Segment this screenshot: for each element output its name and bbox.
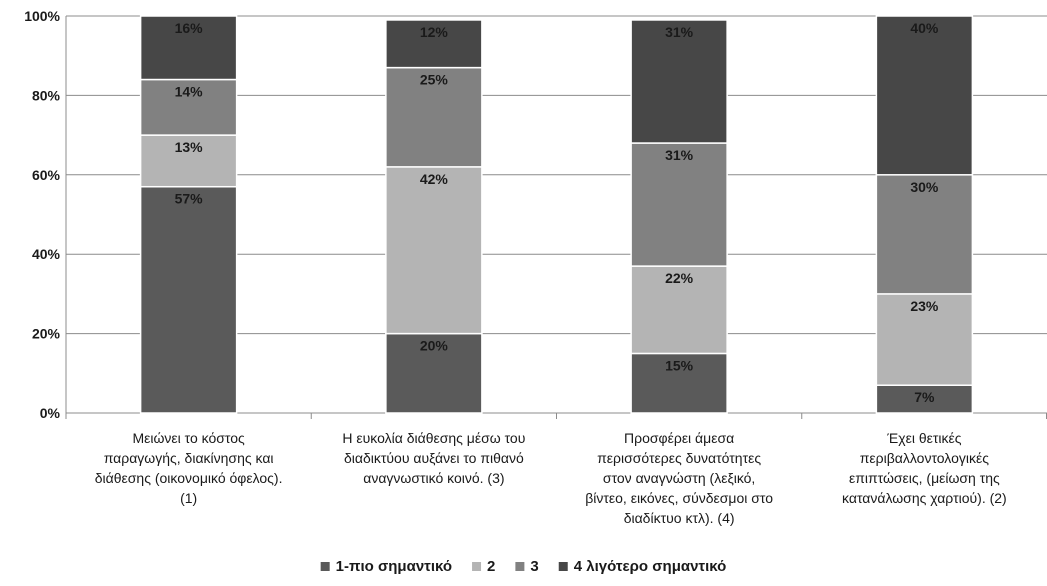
bar-segment [385, 332, 483, 414]
bar-segment [139, 185, 238, 414]
x-category-label: διαδικτύου αυξάνει το πιθανό [344, 450, 524, 466]
x-category-label: Έχει θετικές [886, 430, 961, 446]
y-tick-label: 0% [40, 405, 61, 421]
x-category-label: κατανάλωσης χαρτιού). (2) [842, 490, 1007, 506]
x-category-label: (1) [180, 490, 197, 506]
x-category-label: αναγνωστικό κοινό. (3) [363, 470, 504, 486]
bar-segment [385, 66, 483, 168]
data-label: 7% [914, 389, 935, 405]
data-label: 42% [420, 171, 449, 187]
data-label: 16% [175, 20, 204, 36]
y-tick-label: 40% [32, 246, 61, 262]
legend-swatch [515, 562, 525, 571]
bar-segment [385, 19, 483, 69]
x-category-label: Μειώνει το κόστος [132, 430, 245, 446]
legend-entry: 1-πιο σημαντικό [336, 558, 452, 575]
bar-segment [875, 293, 974, 386]
data-label: 31% [665, 147, 694, 163]
data-label: 22% [665, 270, 694, 286]
bar-segment [630, 352, 728, 414]
data-label: 20% [420, 338, 449, 354]
bar-segment [630, 265, 728, 355]
data-label: 40% [910, 20, 939, 36]
bar-segment [630, 142, 728, 267]
x-category-label: περιβαλλοντολογικές [860, 450, 989, 466]
data-label: 13% [175, 139, 204, 155]
x-category-label: διαδίκτυο κτλ). (4) [624, 510, 735, 526]
y-tick-label: 100% [24, 8, 60, 24]
data-label: 30% [910, 179, 939, 195]
x-category-label: βίντεο, εικόνες, σύνδεσμοι στο [585, 490, 773, 506]
legend-swatch [472, 562, 482, 571]
legend-swatch [558, 562, 568, 571]
x-category-label: Προσφέρει άμεσα [624, 430, 734, 446]
x-category-label: παραγωγής, διακίνησης και [104, 450, 274, 466]
x-category-label: Η ευκολία διάθεσης μέσω του [342, 430, 525, 446]
bar-segment [139, 78, 238, 136]
bar-segment [875, 15, 974, 176]
data-label: 25% [420, 72, 449, 88]
bar-segment [139, 15, 238, 81]
x-category-label: διάθεσης (οικονομικό όφελος). [95, 470, 283, 486]
bar-segment [875, 174, 974, 295]
data-label: 23% [910, 298, 939, 314]
bar-segment [630, 19, 728, 144]
legend-entry: 3 [530, 558, 538, 575]
y-tick-label: 60% [32, 167, 61, 183]
x-category-label: περισσότερες δυνατότητες [597, 450, 761, 466]
x-category-label: επιπτώσεις, (μείωση της [849, 470, 1000, 486]
data-label: 15% [665, 357, 694, 373]
legend-swatch [320, 562, 330, 571]
x-category-label: στον αναγνώστη (λεξικό, [603, 470, 755, 486]
legend-entry: 2 [487, 558, 495, 575]
data-label: 12% [420, 24, 449, 40]
bar-segment [139, 134, 238, 188]
legend-entry: 4 λιγότερο σημαντικό [574, 558, 727, 575]
data-label: 57% [175, 191, 204, 207]
bar-segment [385, 166, 483, 335]
y-tick-label: 80% [32, 87, 61, 103]
y-tick-label: 20% [32, 326, 61, 342]
data-label: 31% [665, 24, 694, 40]
data-label: 14% [175, 84, 204, 100]
